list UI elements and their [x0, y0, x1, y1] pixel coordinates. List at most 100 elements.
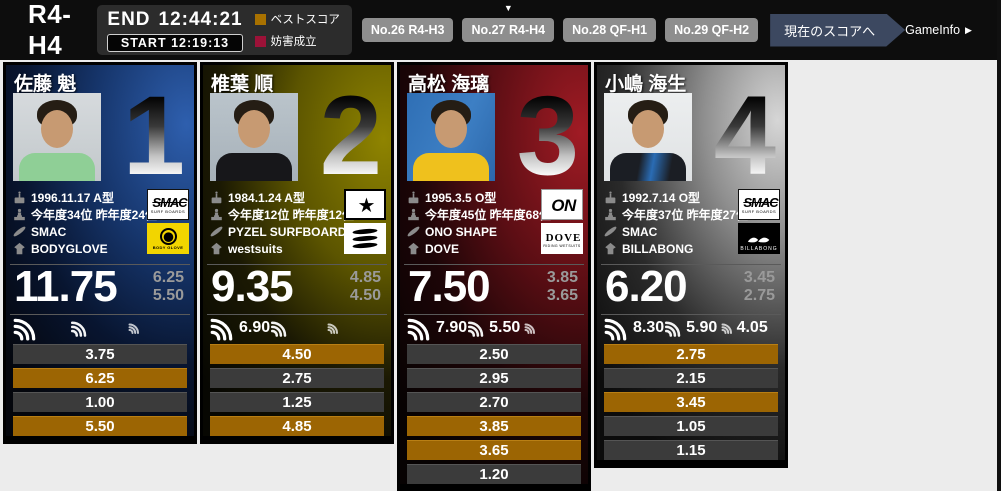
shaper-line: SMAC: [13, 223, 189, 240]
wave-score-row: 2.75: [210, 368, 384, 388]
needs-score-2: 5.90: [686, 319, 718, 336]
sponsor-value: DOVE: [425, 241, 460, 256]
wave-score-value: 2.75: [676, 346, 706, 363]
wave-score-value: 2.15: [676, 370, 706, 387]
active-tab-marker-icon: ▼: [503, 3, 513, 13]
end-time-value: 12:44:21: [158, 8, 243, 30]
best-wave-1: 3.45: [743, 269, 775, 286]
competitor-photo: [407, 93, 495, 181]
total-score: 11.75: [14, 262, 118, 311]
wave-score-row: 2.15: [604, 368, 778, 388]
best-wave-2: 2.75: [743, 287, 775, 304]
competitor-column-1: 佐藤 魁 1 1996.11.17 A型 今年度34位 昨年度24位: [3, 62, 197, 444]
ranking-podium-icon: [211, 208, 222, 221]
wave-scores: 2.50 2.95 2.70 3.85 3.65 1.20: [400, 344, 588, 484]
heat-total: 6.20 3.45 2.75: [597, 265, 785, 309]
tab-no-27-r4-h4[interactable]: No.27 R4-H4 ▼: [462, 3, 555, 42]
wave-scores: 2.75 2.15 3.45 1.05 1.15: [597, 344, 785, 460]
wave-score-row: 1.15: [604, 440, 778, 460]
wave-score-row: 2.70: [407, 392, 581, 412]
ranking-line: 今年度34位 昨年度24位: [13, 206, 189, 223]
wavestripes-logo: [344, 223, 386, 254]
surfboard-icon: [407, 226, 420, 237]
tab-no-28-qf-h1[interactable]: No.28 QF-H1: [563, 18, 657, 42]
end-time: END 12:44:21: [107, 9, 242, 31]
shaper-value: SMAC: [31, 224, 67, 239]
competitor-name: 小嶋 海生: [605, 74, 687, 95]
best-wave-1: 4.85: [349, 269, 381, 286]
competitor-column-3: 高松 海璃 3 1995.3.5 O型 今年度45位 昨年度68位: [397, 62, 591, 491]
logo-subtext: RIDING WETSUITS: [543, 243, 581, 248]
legend-interference: 妨害成立: [254, 33, 340, 49]
needs-row: 6.90: [203, 315, 391, 341]
wave-icon: [70, 321, 87, 337]
start-time: START 12:19:13: [107, 33, 243, 52]
timer-panel: END 12:44:21 START 12:19:13 ベストスコア 妨害成立: [97, 5, 352, 55]
competitor-photo: [210, 93, 298, 181]
wave-score-row: 1.25: [210, 392, 384, 412]
logo-subtext: BODY GLOVE: [152, 244, 184, 250]
rank-number: 2: [319, 73, 382, 198]
ranking-podium-icon: [605, 208, 616, 221]
logo-subtext: SURF BOARDS: [741, 209, 777, 214]
wave-score-value: 2.50: [479, 346, 509, 363]
competitor-photo: [604, 93, 692, 181]
start-label: START: [120, 35, 167, 50]
sponsor-line: BODYGLOVE: [13, 240, 189, 257]
wave-score-value: 2.95: [479, 370, 509, 387]
ranking-podium-icon: [14, 208, 25, 221]
wave-score-value: 3.65: [479, 442, 509, 459]
birth-line: 1992.7.14 O型: [604, 189, 780, 206]
wave-score-row-best: 3.65: [407, 440, 581, 460]
wave-score-value: 3.45: [676, 394, 706, 411]
score-legend: ベストスコア 妨害成立: [254, 11, 340, 49]
tab-label: No.29 QF-H2: [674, 23, 750, 37]
birth-value: 1992.7.14 O型: [622, 191, 701, 205]
heat-tabs: No.26 R4-H3 No.27 R4-H4 ▼ No.28 QF-H1 No.29 …: [361, 3, 759, 42]
rank-number: 4: [713, 73, 776, 198]
wave-score-value: 1.00: [85, 394, 115, 411]
sponsor-logos: ON DOVE RIDING WETSUITS: [541, 189, 583, 254]
wave-score-row-best: 2.75: [604, 344, 778, 364]
competitor-info: 1992.7.14 O型 今年度37位 昨年度27位 SMAC BILLABON…: [604, 189, 780, 257]
heat-total: 7.50 3.85 3.65: [400, 262, 588, 311]
wave-score-row: 1.05: [604, 416, 778, 436]
surfboard-icon: [604, 226, 617, 237]
sponsor-logos: ★: [344, 189, 386, 254]
sponsor-logos: SMAC SURF BOARDS BILLABONG: [738, 189, 780, 254]
birth-line: 1995.3.5 O型: [407, 189, 583, 206]
wave-score-value: 4.50: [282, 346, 312, 363]
needs-score-3: 4.05: [736, 319, 768, 336]
current-score-button[interactable]: 現在のスコアへ: [770, 13, 906, 47]
wave-icon: [327, 323, 338, 334]
tab-no-26-r4-h3[interactable]: No.26 R4-H3: [361, 18, 454, 42]
competitor-info: 1996.11.17 A型 今年度34位 昨年度24位 SMAC BODYGLO…: [13, 189, 189, 257]
wave-score-row-best: 4.50: [210, 344, 384, 364]
logo-text: DOVE: [545, 231, 582, 244]
shaper-line: ONO SHAPE: [407, 223, 583, 240]
billabong-logo: BILLABONG: [738, 223, 780, 254]
total-score: 7.50: [408, 262, 491, 311]
logo-subtext: SURF BOARDS: [150, 209, 186, 214]
legend-interference-label: 妨害成立: [270, 36, 317, 48]
needs-score-1: 7.90: [436, 319, 468, 336]
wave-score-row-best: 5.50: [13, 416, 187, 436]
sponsor-line: BILLABONG: [604, 240, 780, 257]
heat-title: R4-H4: [28, 0, 72, 60]
smac-logo: SMAC SURF BOARDS: [147, 189, 189, 220]
tab-no-29-qf-h2[interactable]: No.29 QF-H2: [665, 18, 759, 42]
sponsor-line: westsuits: [210, 240, 386, 257]
wave-score-value: 5.50: [85, 418, 115, 435]
logo-text: ON: [551, 195, 576, 215]
needs-score-1: 6.90: [239, 319, 271, 336]
bodyglove-hand-icon: [159, 227, 177, 245]
game-info-link[interactable]: GameInfo ▶: [905, 23, 972, 37]
tab-label: No.28 QF-H1: [572, 23, 648, 37]
wave-icon: [604, 318, 627, 341]
tab-label: No.26 R4-H3: [370, 23, 445, 37]
best-wave-2: 5.50: [152, 287, 184, 304]
wave-score-row: 1.00: [13, 392, 187, 412]
legend-best-label: ベストスコア: [270, 14, 340, 26]
birthday-cake-icon: [14, 191, 25, 204]
star-logo: ★: [344, 189, 386, 220]
